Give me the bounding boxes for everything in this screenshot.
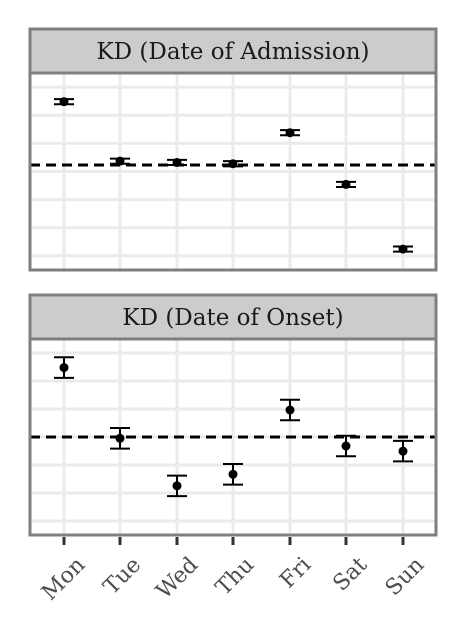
strip-background (28, 27, 438, 75)
point-wed (172, 481, 182, 491)
panel-title: KD (Date of Admission) (97, 39, 370, 65)
point-sat (341, 441, 351, 451)
panel-date-of-onset: KD (Date of Onset) (28, 293, 438, 537)
point-sat (341, 179, 351, 189)
x-axis: Mon Tue Wed Thu Fri Sat Sun (37, 537, 429, 606)
x-tick-label-sat: Sat (328, 552, 372, 596)
point-fri (285, 128, 295, 138)
point-thu (228, 469, 238, 479)
x-tick-label-fri: Fri (275, 553, 316, 594)
plot-frame (28, 337, 438, 537)
plot-frame (28, 71, 438, 272)
panel-date-of-admission: KD (Date of Admission) (28, 27, 438, 272)
point-tue (115, 156, 125, 166)
strip-background (28, 293, 438, 341)
x-tick-label-sun: Sun (381, 553, 429, 601)
point-sun (398, 446, 408, 456)
point-tue (115, 433, 125, 443)
panel-title: KD (Date of Onset) (122, 305, 343, 331)
x-tick-label-tue: Tue (99, 553, 146, 600)
point-fri (285, 405, 295, 415)
point-sun (398, 244, 408, 254)
x-tick-label-thu: Thu (211, 553, 259, 601)
point-mon (59, 97, 69, 107)
x-tick-label-wed: Wed (152, 553, 204, 605)
point-thu (228, 159, 238, 169)
point-wed (172, 157, 182, 167)
point-mon (59, 363, 69, 373)
x-tick-label-mon: Mon (37, 553, 90, 606)
